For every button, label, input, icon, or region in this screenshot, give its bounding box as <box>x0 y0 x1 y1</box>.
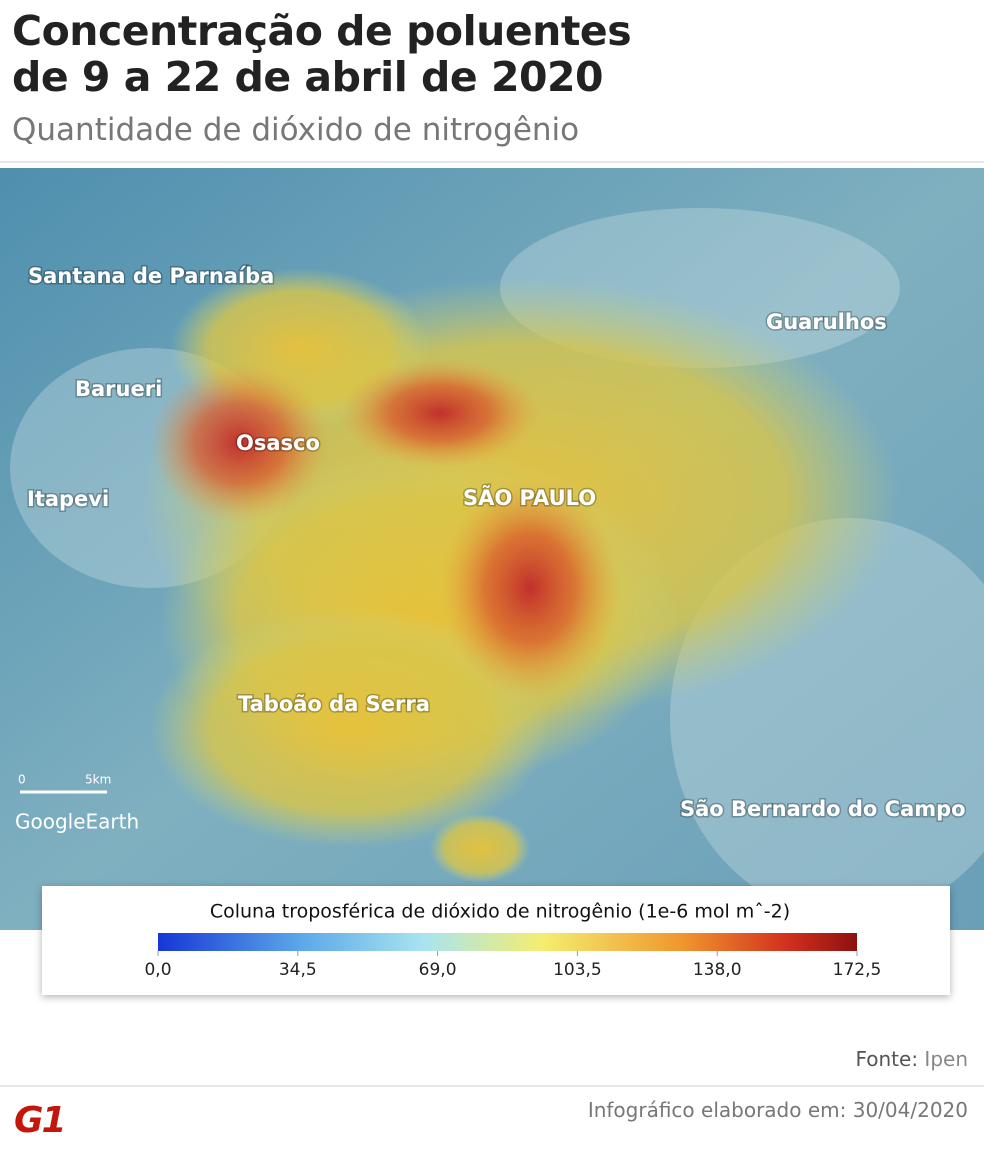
place-label: Guarulhos <box>766 310 887 334</box>
color-bar <box>158 933 857 951</box>
legend-tick-label: 0,0 <box>144 960 171 980</box>
place-label: Osasco <box>236 431 320 455</box>
title-line: de 9 a 22 de abril de 2020 <box>12 53 604 101</box>
place-label: SÃO PAULO <box>463 485 596 510</box>
heatmap <box>140 268 900 883</box>
title: Concentração de poluentes de 9 a 22 de a… <box>12 7 632 101</box>
legend-tick-label: 34,5 <box>279 960 317 980</box>
attribution: GoogleEarth <box>15 810 139 834</box>
title-line: Concentração de poluentes <box>12 7 632 55</box>
legend-tick-label: 69,0 <box>419 960 457 980</box>
legend-tick-label: 138,0 <box>693 960 742 980</box>
logo: G1 <box>14 1100 67 1141</box>
place-label: Santana de Parnaíba <box>28 264 274 288</box>
credit: Infográfico elaborado em: 30/04/2020 <box>587 1098 968 1122</box>
legend-tick-label: 103,5 <box>553 960 602 980</box>
legend-title: Coluna troposférica de dióxido de nitrog… <box>210 901 790 923</box>
place-label: Taboão da Serra <box>238 692 430 716</box>
divider <box>0 1085 984 1087</box>
source-name: Ipen <box>924 1047 968 1071</box>
divider <box>0 161 984 163</box>
scale-label: 0 <box>18 773 26 787</box>
subtitle: Quantidade de dióxido de nitrogênio <box>12 112 580 148</box>
place-label: Barueri <box>75 377 162 401</box>
source: Fonte: Ipen <box>855 1047 968 1071</box>
place-label: Itapevi <box>27 487 109 511</box>
scale-label: 5km <box>85 773 111 787</box>
legend-tick-label: 172,5 <box>833 960 882 980</box>
map: 0 5km GoogleEarth Coluna troposférica de… <box>0 168 984 995</box>
source-label: Fonte: <box>855 1047 919 1071</box>
place-label: São Bernardo do Campo <box>680 797 966 821</box>
